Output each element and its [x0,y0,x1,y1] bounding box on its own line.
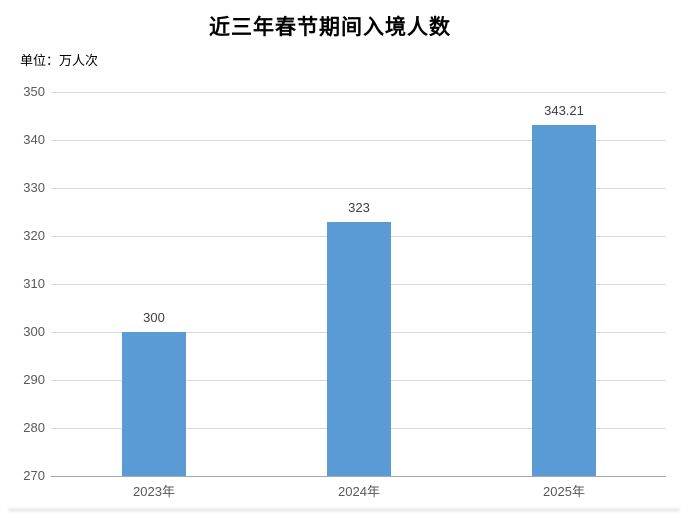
data-label-2024年: 323 [348,200,370,215]
y-tick-label-340: 340 [23,132,45,147]
chart-title: 近三年春节期间入境人数 [209,14,451,39]
y-tick-label-350: 350 [23,84,45,99]
y-tick-label-320: 320 [23,228,45,243]
y-tick-label-280: 280 [23,420,45,435]
data-label-2025年: 343.21 [544,103,584,118]
unit-label: 单位：万人次 [20,53,99,68]
x-tick-label-2023年: 2023年 [133,484,175,499]
bottom-edge-artifact [8,508,680,512]
y-tick-label-290: 290 [23,372,45,387]
x-axis-line [51,476,666,477]
y-tick-label-300: 300 [23,324,45,339]
y-tick-label-270: 270 [23,468,45,483]
bar-2023年 [122,332,186,476]
bar-2025年 [532,125,596,476]
data-label-2023年: 300 [143,310,165,325]
gridline-350 [51,92,666,93]
bar-2024年 [327,222,391,476]
y-tick-label-330: 330 [23,180,45,195]
y-tick-label-310: 310 [23,276,45,291]
x-tick-label-2024年: 2024年 [338,484,380,499]
x-tick-label-2025年: 2025年 [543,484,585,499]
gridline-340 [51,140,666,141]
gridline-330 [51,188,666,189]
